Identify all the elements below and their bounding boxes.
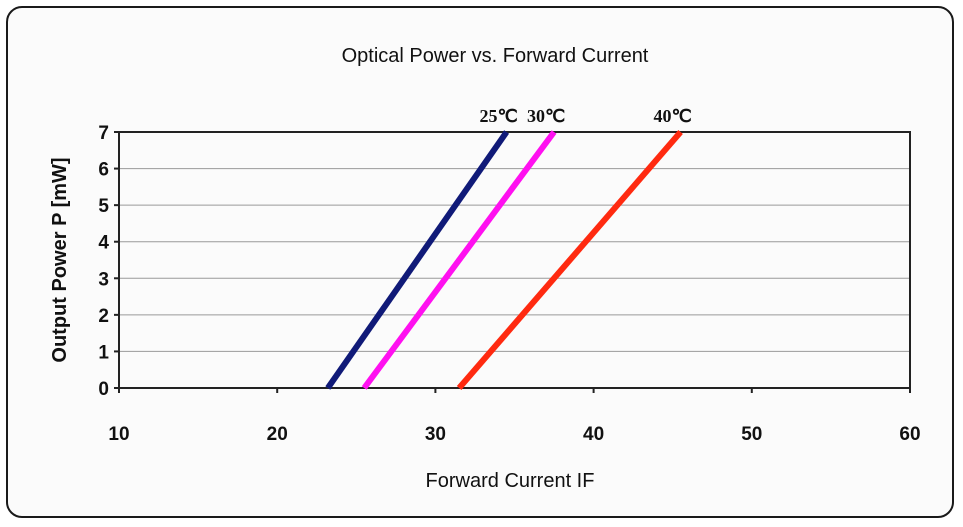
series-line-2 (456, 130, 683, 390)
series-label-1: 30℃ (527, 106, 565, 126)
x-tick-label: 40 (583, 424, 604, 445)
series-line-0 (325, 130, 510, 390)
y-tick-label: 4 (98, 233, 109, 254)
y-tick-label: 3 (98, 269, 109, 290)
x-tick-label: 20 (267, 424, 288, 445)
x-tick-label: 60 (899, 424, 920, 445)
plot-area (118, 131, 911, 389)
series-line-1 (361, 130, 557, 390)
y-tick-label: 7 (98, 123, 109, 144)
y-tick-label: 0 (98, 379, 109, 400)
y-tick-label: 5 (98, 196, 109, 217)
gridlines (119, 168, 910, 352)
y-tick-label: 2 (98, 306, 109, 327)
chart-title: Optical Power vs. Forward Current (342, 45, 649, 67)
series-lines (325, 130, 683, 390)
y-tick-label: 1 (98, 342, 109, 363)
series-labels: 25℃ 30℃ 40℃ (479, 106, 691, 126)
x-tick-label: 50 (741, 424, 762, 445)
series-label-2: 40℃ (654, 106, 692, 126)
chart-frame (6, 6, 954, 518)
x-axis-ticks: 10 20 30 40 50 60 (108, 388, 921, 445)
series-label-0: 25℃ (479, 106, 517, 126)
x-tick-label: 30 (425, 424, 446, 445)
y-axis-label: Output Power P [mW] (49, 157, 71, 362)
y-axis-ticks: 0 1 2 3 4 5 6 7 (98, 123, 119, 400)
y-tick-label: 6 (98, 160, 109, 181)
x-tick-label: 10 (108, 424, 129, 445)
x-axis-label: Forward Current IF (426, 470, 595, 492)
